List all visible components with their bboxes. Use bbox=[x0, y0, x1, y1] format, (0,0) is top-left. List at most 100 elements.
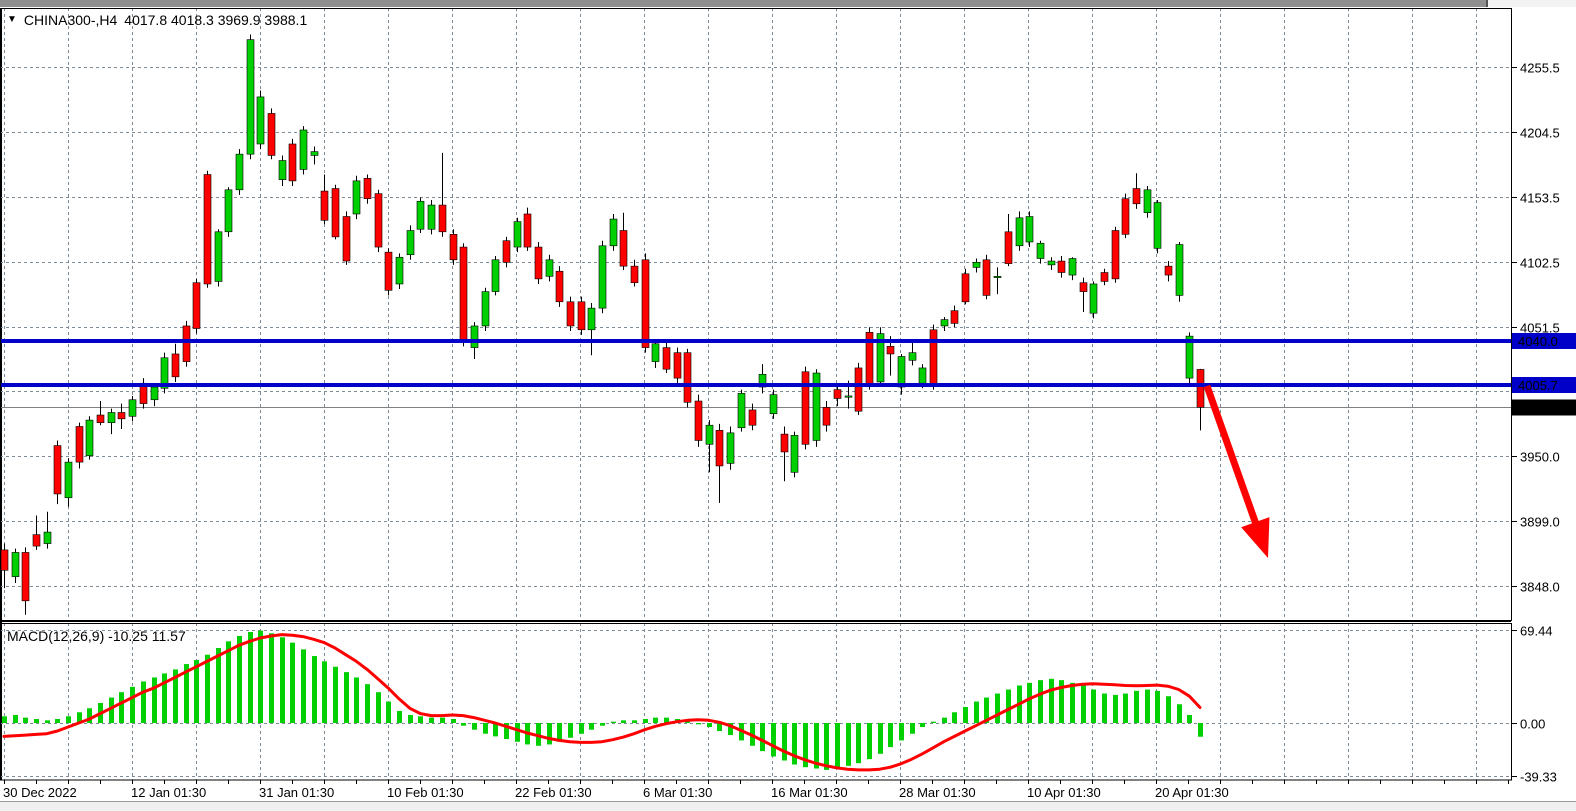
candle-body-bull bbox=[737, 393, 746, 429]
macd-histogram-bar bbox=[963, 706, 968, 723]
candle-body-bull bbox=[352, 180, 361, 215]
candle-body-bull bbox=[1025, 216, 1034, 243]
macd-histogram-bar bbox=[34, 718, 39, 723]
macd-histogram-bar bbox=[312, 656, 317, 723]
macd-histogram-bar bbox=[162, 673, 167, 723]
macd-histogram-bar bbox=[643, 718, 648, 723]
macd-histogram-bar bbox=[152, 677, 157, 723]
macd-histogram-bar bbox=[547, 723, 552, 745]
candle-body-bear bbox=[449, 234, 458, 261]
candle-body-bull bbox=[609, 218, 618, 247]
candle-body-bear bbox=[748, 409, 757, 426]
macd-histogram-bar bbox=[984, 697, 989, 723]
macd-histogram-bar bbox=[717, 723, 722, 732]
time-axis-label: 10 Apr 01:30 bbox=[1027, 785, 1101, 800]
candle-body-bear bbox=[619, 230, 628, 267]
macd-histogram-bar bbox=[440, 717, 445, 723]
candle-body-bull bbox=[1068, 258, 1077, 276]
macd-histogram-bar bbox=[974, 701, 979, 723]
macd-histogram-bar bbox=[1049, 678, 1054, 723]
candle-body-bull bbox=[395, 256, 404, 285]
macd-histogram-bar bbox=[995, 693, 1000, 723]
candle-body-bull bbox=[758, 374, 767, 388]
support-resistance-line[interactable] bbox=[0, 383, 1511, 387]
macd-histogram-bar bbox=[878, 723, 883, 754]
macd-histogram-bar bbox=[429, 717, 434, 723]
candle-body-bull bbox=[224, 189, 233, 233]
macd-histogram-bar bbox=[1113, 694, 1118, 723]
candle-body-bull bbox=[406, 230, 415, 255]
candle-body-bull bbox=[1143, 189, 1152, 214]
macd-scale-label: -39.33 bbox=[1520, 770, 1557, 785]
macd-histogram-bar bbox=[194, 660, 199, 723]
candle-body-bull bbox=[43, 531, 52, 544]
price-badge-blue bbox=[1512, 377, 1576, 393]
symbol-dropdown-icon[interactable]: ▼ bbox=[7, 14, 17, 25]
support-resistance-line[interactable] bbox=[0, 339, 1511, 343]
macd-histogram-bar bbox=[782, 723, 787, 761]
candle-body-bear bbox=[32, 534, 41, 547]
price-axis: 4255.5 4204.5 4153.5 4102.5 4051.5 3950.0 3899… bbox=[1511, 61, 1560, 785]
candle-body-bull bbox=[107, 412, 116, 423]
macd-histogram-bar bbox=[1123, 693, 1128, 723]
candle-body-bear bbox=[683, 352, 692, 403]
macd-histogram-bar bbox=[258, 630, 263, 723]
time-axis-label: 22 Feb 01:30 bbox=[515, 785, 592, 800]
macd-histogram-bar bbox=[109, 697, 114, 723]
macd-histogram-bar bbox=[376, 692, 381, 723]
candle-body-bull bbox=[1175, 244, 1184, 296]
macd-histogram-bar bbox=[1166, 696, 1171, 723]
candle-body-bear bbox=[21, 552, 30, 602]
candle-body-bull bbox=[235, 153, 244, 191]
macd-values: -10.25 11.57 bbox=[104, 628, 186, 644]
macd-signal-line bbox=[2, 633, 1202, 772]
candle-body-bear bbox=[929, 329, 938, 387]
time-axis-label: 10 Feb 01:30 bbox=[387, 785, 464, 800]
macd-histogram-bar bbox=[803, 723, 808, 768]
trend-arrow-shaft[interactable] bbox=[1203, 384, 1261, 530]
candle-body-bull bbox=[11, 552, 20, 577]
macd-histogram-bar bbox=[23, 717, 28, 723]
price-badge-label: 4005.7 bbox=[1518, 378, 1558, 393]
macd-scale-label: 0.00 bbox=[1520, 717, 1545, 732]
trend-arrow-head[interactable] bbox=[1241, 517, 1270, 558]
candle-body-bear bbox=[182, 325, 191, 362]
macd-histogram-bar bbox=[322, 661, 327, 723]
macd-histogram-bar bbox=[13, 714, 18, 723]
candle-body-bear bbox=[502, 240, 511, 263]
macd-histogram-bar bbox=[55, 718, 60, 723]
macd-histogram-bar bbox=[728, 723, 733, 736]
macd-histogram-bar bbox=[942, 717, 947, 723]
macd-histogram-bar bbox=[2, 716, 7, 723]
candle-body-bear bbox=[534, 246, 543, 280]
last-price-label: 3988.1 bbox=[1518, 401, 1558, 416]
macd-histogram-bar bbox=[835, 723, 840, 769]
macd-histogram-bar bbox=[472, 723, 477, 730]
macd-histogram-bar bbox=[664, 717, 669, 723]
candle-body-bear bbox=[555, 270, 564, 303]
macd-histogram-bar bbox=[707, 723, 712, 728]
macd-histogram-bar bbox=[141, 681, 146, 723]
candle-body-bull bbox=[299, 129, 308, 170]
macd-histogram-bar bbox=[269, 633, 274, 723]
macd-histogram-bar bbox=[814, 723, 819, 769]
candle-body-bear bbox=[1111, 230, 1120, 280]
horizontal-scrollbar-track[interactable] bbox=[0, 0, 1576, 7]
macd-histogram-bar bbox=[632, 720, 637, 723]
candle-body-bear bbox=[577, 301, 586, 331]
macd-histogram-bar bbox=[333, 666, 338, 723]
candle-body-bull bbox=[214, 231, 223, 282]
candle-body-bull bbox=[85, 419, 94, 457]
macd-histogram-bar bbox=[579, 723, 584, 734]
candle-body-bear bbox=[203, 174, 212, 285]
macd-histogram-bar bbox=[290, 642, 295, 723]
candle-body-bear bbox=[1100, 272, 1109, 282]
macd-histogram-bar bbox=[493, 723, 498, 737]
horizontal-scrollbar-thumb[interactable] bbox=[0, 0, 1488, 7]
macd-histogram-bar bbox=[899, 723, 904, 741]
macd-histogram-bar bbox=[451, 718, 456, 723]
candle-body-bear bbox=[630, 265, 639, 283]
price-tick-label: 4102.5 bbox=[1520, 256, 1560, 271]
macd-histogram-bar bbox=[568, 723, 573, 738]
